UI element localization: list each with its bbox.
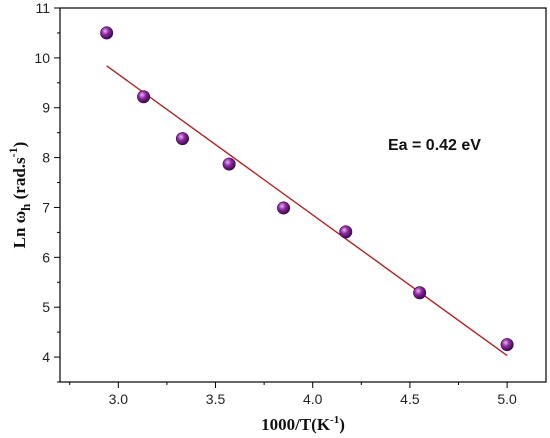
y-tick-label: 11 (35, 0, 50, 16)
data-point (339, 225, 353, 239)
x-tick-label: 4.0 (303, 391, 323, 407)
annotation: Ea = 0.42 eV (388, 137, 481, 154)
x-axis-title: 1000/T(K-1) (261, 414, 345, 434)
y-tick-label: 6 (42, 249, 50, 265)
y-tick-label: 9 (42, 100, 50, 116)
fit-lines (106, 65, 508, 357)
fit-line (106, 65, 508, 357)
y-axis-title: Ln ωh (rad.s-1) (6, 142, 33, 249)
y-tick-label: 10 (34, 50, 50, 66)
y-tick-label: 4 (42, 349, 50, 365)
data-point (500, 338, 514, 352)
y-axis-title-mid: (rad.s (10, 157, 29, 204)
y-tick-label: 7 (42, 199, 50, 215)
x-tick-label: 3.0 (109, 391, 129, 407)
data-points (100, 26, 514, 352)
y-axis: 4 5 6 7 8 9 10 11 (34, 0, 60, 383)
y-axis-title-main: Ln ω (10, 211, 29, 248)
data-point (222, 157, 236, 171)
x-axis-title-tail: ) (339, 415, 345, 434)
plot-frame (59, 7, 547, 383)
y-tick-label: 5 (42, 299, 50, 315)
x-axis: 3.0 3.5 4.0 4.5 5.0 (69, 382, 517, 407)
data-point (100, 26, 114, 40)
x-axis-title-main: 1000/T(K (261, 415, 331, 434)
y-axis-title-sub: h (18, 203, 33, 211)
data-point (137, 90, 151, 104)
x-axis-title-sup: -1 (330, 414, 339, 426)
y-axis-title-sup: -1 (6, 147, 20, 157)
data-point (413, 286, 427, 300)
y-axis-title-tail: ) (10, 142, 29, 148)
data-point (175, 132, 189, 146)
y-tick-label: 8 (42, 150, 50, 166)
data-point (277, 201, 291, 215)
x-tick-label: 4.5 (400, 391, 420, 407)
x-tick-label: 5.0 (497, 391, 517, 407)
x-tick-label: 3.5 (206, 391, 226, 407)
